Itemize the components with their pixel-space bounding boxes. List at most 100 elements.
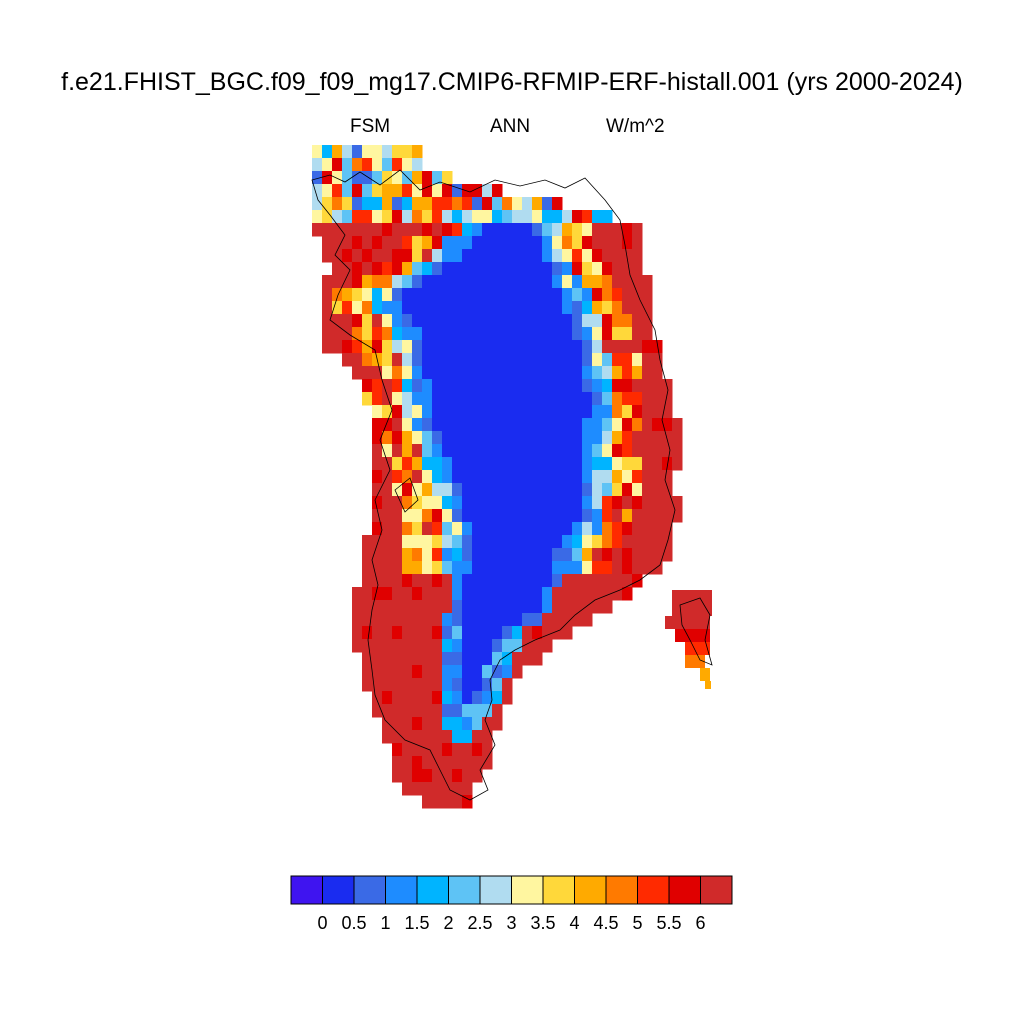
map-cell bbox=[362, 574, 373, 588]
map-cell bbox=[322, 288, 333, 302]
map-cell bbox=[462, 652, 473, 666]
map-cell bbox=[442, 691, 453, 705]
map-cell bbox=[342, 171, 353, 185]
map-cell bbox=[382, 197, 393, 211]
map-cell bbox=[412, 275, 423, 289]
map-cell bbox=[342, 249, 353, 263]
map-cell bbox=[552, 327, 563, 341]
map-cell bbox=[502, 197, 513, 211]
map-cell bbox=[392, 535, 403, 549]
map-cell bbox=[552, 301, 563, 315]
map-cell bbox=[642, 431, 653, 445]
map-cell bbox=[512, 587, 523, 601]
map-cell bbox=[522, 522, 533, 536]
map-cell bbox=[572, 379, 583, 393]
map-cell bbox=[442, 704, 453, 718]
map-cell bbox=[612, 457, 623, 471]
map-cell bbox=[662, 483, 673, 497]
map-cell bbox=[422, 366, 433, 380]
map-cell bbox=[562, 366, 573, 380]
map-cell bbox=[632, 509, 643, 523]
map-cell bbox=[442, 756, 453, 770]
map-cell bbox=[622, 535, 633, 549]
map-cell bbox=[472, 665, 483, 679]
map-cell bbox=[512, 548, 523, 562]
map-cell bbox=[482, 288, 493, 302]
map-cell bbox=[462, 249, 473, 263]
map-cell bbox=[462, 587, 473, 601]
map-cell bbox=[442, 249, 453, 263]
map-cell bbox=[442, 743, 453, 757]
map-cell bbox=[392, 418, 403, 432]
map-cell bbox=[592, 392, 603, 406]
map-cell bbox=[572, 457, 583, 471]
map-cell bbox=[452, 444, 463, 458]
map-cell bbox=[642, 314, 653, 328]
map-cell bbox=[532, 340, 543, 354]
map-cell bbox=[582, 353, 593, 367]
map-cell bbox=[462, 483, 473, 497]
map-cell bbox=[382, 314, 393, 328]
map-cell bbox=[612, 470, 623, 484]
map-cell bbox=[382, 405, 393, 419]
map-cell bbox=[492, 535, 503, 549]
map-cell bbox=[622, 574, 633, 588]
map-cell bbox=[462, 366, 473, 380]
map-cell bbox=[582, 535, 593, 549]
map-cell bbox=[472, 431, 483, 445]
map-cell bbox=[582, 509, 593, 523]
map-cell bbox=[652, 418, 663, 432]
map-cell bbox=[482, 418, 493, 432]
map-cell bbox=[422, 665, 433, 679]
map-cell bbox=[592, 340, 603, 354]
map-cell bbox=[602, 574, 613, 588]
map-cell bbox=[502, 379, 513, 393]
map-cell bbox=[552, 613, 563, 627]
map-cell bbox=[522, 197, 533, 211]
map-cell bbox=[582, 249, 593, 263]
map-cell bbox=[602, 288, 613, 302]
map-cell bbox=[382, 678, 393, 692]
map-cell bbox=[422, 548, 433, 562]
map-cell bbox=[632, 496, 643, 510]
map-cell bbox=[592, 431, 603, 445]
map-cell bbox=[552, 379, 563, 393]
map-cell bbox=[362, 236, 373, 250]
map-cell bbox=[342, 327, 353, 341]
map-cell bbox=[622, 457, 633, 471]
map-cell bbox=[442, 795, 453, 809]
map-cell bbox=[332, 340, 343, 354]
map-cell bbox=[542, 236, 553, 250]
map-cell bbox=[462, 730, 473, 744]
map-cell bbox=[522, 496, 533, 510]
map-cell bbox=[642, 522, 653, 536]
colorbar-box bbox=[448, 875, 481, 905]
map-cell bbox=[442, 171, 453, 185]
map-cell bbox=[372, 197, 383, 211]
map-cell bbox=[432, 353, 443, 367]
island-cell bbox=[672, 603, 712, 616]
map-cell bbox=[432, 405, 443, 419]
map-cell bbox=[402, 405, 413, 419]
map-cell bbox=[552, 392, 563, 406]
map-cell bbox=[472, 353, 483, 367]
map-cell bbox=[322, 249, 333, 263]
map-cell bbox=[622, 522, 633, 536]
map-cell bbox=[482, 353, 493, 367]
map-cell bbox=[582, 548, 593, 562]
map-cell bbox=[432, 769, 443, 783]
map-cell bbox=[512, 561, 523, 575]
map-cell bbox=[462, 470, 473, 484]
map-cell bbox=[632, 379, 643, 393]
map-cell bbox=[402, 249, 413, 263]
map-cell bbox=[642, 535, 653, 549]
map-cell bbox=[502, 236, 513, 250]
map-cell bbox=[392, 314, 403, 328]
map-cell bbox=[522, 405, 533, 419]
map-cell bbox=[552, 275, 563, 289]
map-cell bbox=[512, 405, 523, 419]
map-cell bbox=[532, 535, 543, 549]
colorbar-tick-label: 0 bbox=[317, 913, 327, 933]
map-cell bbox=[502, 613, 513, 627]
map-cell bbox=[482, 314, 493, 328]
